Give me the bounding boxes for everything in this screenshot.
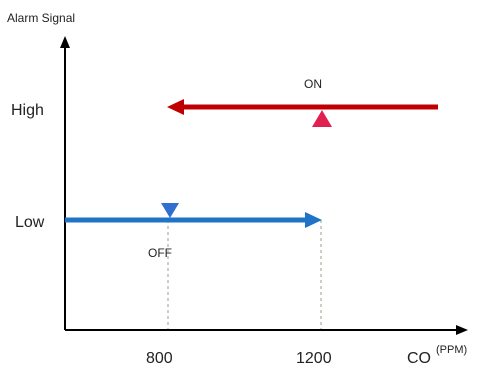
x-axis-label: CO <box>407 350 431 367</box>
y-level-high: High <box>11 102 44 119</box>
x-axis-unit: (PPM) <box>436 344 467 356</box>
x-tick-800: 800 <box>146 350 173 367</box>
off-transition-arrow <box>161 203 179 218</box>
y-level-low: Low <box>15 214 45 231</box>
low-line-arrow <box>305 212 322 228</box>
on-annotation: ON <box>304 77 322 91</box>
x-tick-1200: 1200 <box>296 350 332 367</box>
y-axis-arrow <box>60 36 70 48</box>
x-axis-arrow <box>456 325 468 335</box>
on-transition-arrow <box>312 110 332 127</box>
high-line-arrow <box>167 99 184 115</box>
off-annotation: OFF <box>148 246 172 260</box>
title: Alarm Signal <box>7 11 75 25</box>
